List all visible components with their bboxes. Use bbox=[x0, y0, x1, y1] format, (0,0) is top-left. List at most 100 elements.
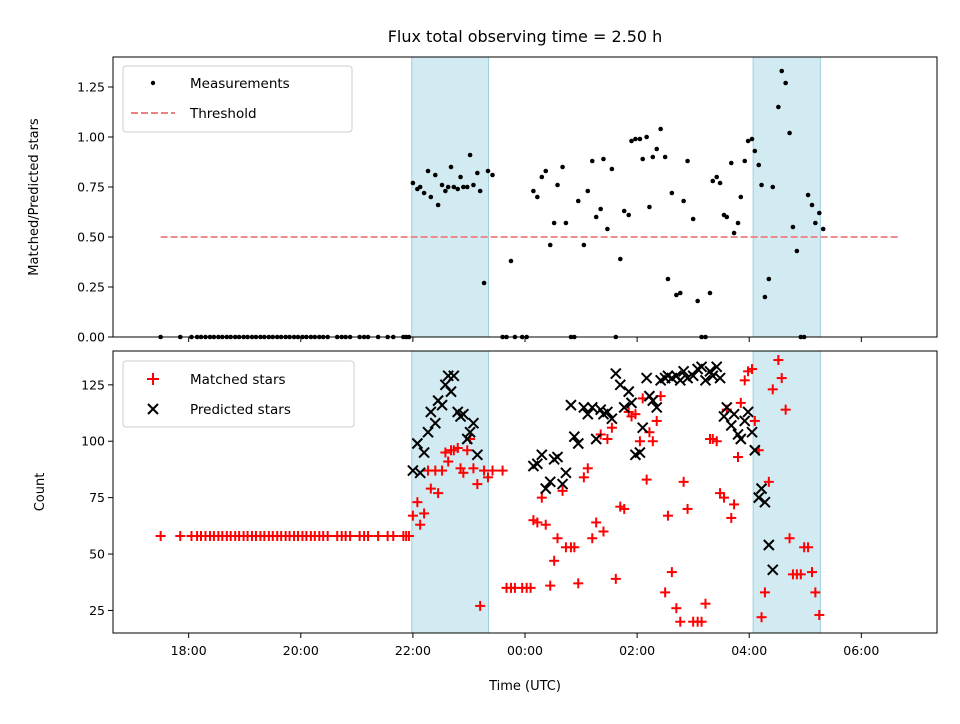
matched-star-point bbox=[726, 512, 737, 523]
predicted-star-point bbox=[728, 408, 740, 420]
x-tick-label: 18:00 bbox=[171, 643, 207, 658]
measurement-point bbox=[425, 168, 431, 174]
measurement-point bbox=[654, 146, 660, 152]
measurement-point bbox=[535, 194, 540, 200]
measurement-point bbox=[787, 130, 792, 136]
matched-star-point bbox=[540, 519, 551, 530]
predicted-star-point bbox=[634, 446, 646, 459]
matched-star-point bbox=[475, 600, 486, 611]
measurement-point bbox=[756, 162, 762, 168]
x-tick-label: 02:00 bbox=[619, 643, 655, 658]
predicted-star-point bbox=[457, 408, 470, 420]
measurement-point bbox=[790, 224, 796, 230]
matched-star-point bbox=[573, 578, 584, 589]
predicted-star-point bbox=[425, 406, 437, 418]
measurement-point bbox=[766, 276, 772, 282]
y-tick-label: 1.25 bbox=[77, 80, 105, 95]
predicted-star-point bbox=[418, 446, 430, 459]
measurement-point bbox=[662, 154, 668, 160]
matched-star-point bbox=[388, 530, 399, 541]
measurement-point bbox=[621, 208, 627, 214]
measurement-point bbox=[428, 194, 434, 200]
matched-star-point bbox=[780, 404, 791, 415]
measurement-point bbox=[543, 168, 549, 174]
measurement-point bbox=[439, 182, 445, 188]
measurement-point bbox=[617, 256, 623, 262]
predicted-star-point bbox=[687, 370, 699, 382]
y-tick-label: 0.50 bbox=[77, 230, 105, 245]
predicted-star-point bbox=[714, 372, 726, 384]
matched-star-point bbox=[462, 445, 473, 456]
measurement-point bbox=[443, 188, 448, 194]
predicted-star-point bbox=[531, 458, 544, 470]
measurement-point bbox=[690, 216, 696, 222]
top-y-ticks: 0.00 0.25 0.50 0.75 1.00 1.25 bbox=[77, 80, 113, 345]
matched-star-point bbox=[345, 530, 356, 541]
matched-star-point bbox=[606, 422, 617, 433]
measurement-point bbox=[714, 174, 720, 180]
measurement-point bbox=[735, 220, 741, 226]
measurement-point bbox=[681, 198, 686, 204]
predicted-star-point bbox=[429, 417, 442, 429]
matched-star-point bbox=[666, 567, 677, 578]
predicted-star-point bbox=[753, 491, 765, 504]
matched-star-point bbox=[549, 555, 560, 566]
matched-star-point bbox=[363, 530, 374, 541]
x-tick-label: 20:00 bbox=[283, 643, 319, 658]
matched-star-point bbox=[647, 436, 658, 447]
measurement-point bbox=[669, 190, 675, 196]
matched-star-point bbox=[803, 542, 814, 553]
predicted-star-point bbox=[725, 419, 737, 432]
measurement-point bbox=[650, 154, 656, 160]
predicted-star-point bbox=[695, 361, 708, 373]
measurement-point bbox=[598, 206, 603, 212]
matched-star-point bbox=[749, 415, 760, 426]
predicted-star-point bbox=[710, 361, 723, 373]
top-shaded-intervals bbox=[411, 56, 821, 338]
measurement-point bbox=[467, 152, 473, 158]
matched-star-point bbox=[468, 463, 479, 474]
measurement-point bbox=[464, 184, 470, 190]
measurement-point bbox=[731, 230, 737, 236]
predicted-star-point bbox=[411, 437, 424, 450]
predicted-star-point bbox=[677, 365, 690, 378]
matched-star-point bbox=[662, 510, 673, 521]
measurement-point bbox=[742, 158, 748, 164]
predicted-star-point bbox=[610, 367, 622, 380]
measurement-point bbox=[813, 220, 818, 226]
predicted-star-point bbox=[767, 564, 779, 576]
y-tick-label: 25 bbox=[89, 603, 105, 618]
predicted-star-point bbox=[556, 478, 569, 490]
bottom-y-ticks: 25 50 75 100 125 bbox=[81, 377, 113, 618]
predicted-star-point bbox=[606, 412, 618, 425]
bottom-plot-area bbox=[155, 355, 825, 627]
measurement-point bbox=[455, 186, 461, 192]
measurement-point bbox=[745, 138, 751, 144]
measurement-point bbox=[685, 158, 690, 164]
measurement-point bbox=[724, 214, 730, 220]
matched-star-point bbox=[415, 519, 426, 530]
matched-star-point bbox=[578, 472, 589, 483]
measurement-point bbox=[658, 126, 663, 132]
y-tick-label: 100 bbox=[81, 434, 105, 449]
measurement-point bbox=[644, 134, 649, 140]
matched-star-point bbox=[458, 467, 469, 478]
matched-star-point bbox=[419, 508, 430, 519]
measurement-point bbox=[555, 182, 560, 188]
matched-star-point bbox=[763, 476, 774, 487]
x-tick-label: 04:00 bbox=[731, 643, 767, 658]
matched-star-point bbox=[671, 603, 682, 614]
measurement-point bbox=[585, 188, 591, 194]
matched-star-point bbox=[795, 569, 806, 580]
predicted-star-point bbox=[763, 539, 775, 551]
legend-measurements-label: Measurements bbox=[190, 76, 290, 92]
measurement-point bbox=[435, 202, 441, 208]
matched-star-point bbox=[433, 488, 444, 499]
bottom-y-axis-label: Count bbox=[33, 473, 48, 512]
measurement-point bbox=[410, 180, 416, 186]
measurement-point bbox=[433, 172, 438, 178]
measurement-point bbox=[809, 202, 815, 208]
matched-star-point bbox=[759, 587, 770, 598]
matched-star-point bbox=[425, 483, 436, 494]
matched-star-point bbox=[487, 465, 498, 476]
